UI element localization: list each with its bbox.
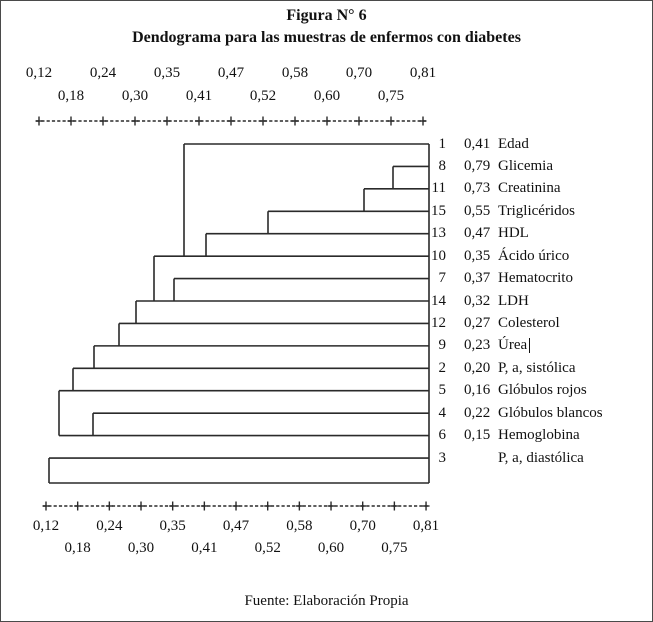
axis-tick-label: 0,30 <box>127 540 155 556</box>
leaf-variable-name: Triglicéridos <box>498 202 575 219</box>
leaf-variable-name: HDL <box>498 225 529 242</box>
axis-tick-label: 0,70 <box>349 518 376 534</box>
leaf-number: 5 <box>438 382 447 399</box>
leaf-row-10: 10 0,35 Ácido úrico <box>429 245 649 267</box>
leaf-similarity-value: 0,47 <box>464 225 491 242</box>
leaf-similarity-value: 0,55 <box>464 202 491 219</box>
leaf-row-8: 8 0,79 Glicemia <box>429 155 649 177</box>
axis-tick-label: 0,60 <box>313 88 341 104</box>
leaf-variable-name: Edad <box>498 135 529 152</box>
leaf-row-9: 9 0,23 Úrea <box>429 335 649 357</box>
leaf-similarity-value: 0,23 <box>464 337 491 354</box>
leaf-row-3: 3 P, a, diastólica <box>429 447 649 469</box>
leaf-similarity-value: 0,37 <box>464 270 491 287</box>
axis-tick-label: 0,52 <box>249 88 277 104</box>
axis-tick-label: 0,52 <box>254 540 281 556</box>
leaf-variable-name: P, a, diastólica <box>498 449 584 466</box>
leaf-similarity-value: 0,16 <box>464 382 491 399</box>
leaf-row-1: 1 0,41 Edad <box>429 133 649 155</box>
text-cursor <box>529 338 531 354</box>
leaf-number: 3 <box>438 449 447 466</box>
leaf-similarity-value: 0,15 <box>464 427 491 444</box>
axis-tick-label: 0,41 <box>191 540 218 556</box>
leaf-row-6: 6 0,15 Hemoglobina <box>429 425 649 447</box>
leaf-number: 4 <box>438 404 447 421</box>
leaf-similarity-value: 0,41 <box>464 135 491 152</box>
axis-tick-label: 0,47 <box>222 518 250 534</box>
leaf-number: 15 <box>431 202 446 219</box>
axis-tick-label: 0,81 <box>409 65 437 81</box>
leaf-variable-name: Creatinina <box>498 180 561 197</box>
figure-source: Fuente: Elaboración Propia <box>244 593 409 609</box>
leaf-number: 14 <box>431 292 446 309</box>
leaf-row-15: 15 0,55 Triglicéridos <box>429 200 649 222</box>
axis-tick-label: 0,35 <box>159 518 186 534</box>
leaf-row-14: 14 0,32 LDH <box>429 290 649 312</box>
leaf-variable-name: Ácido úrico <box>498 247 570 264</box>
leaf-number: 6 <box>438 427 447 444</box>
leaf-variable-name: Hemoglobina <box>498 427 580 444</box>
axis-tick-label: 0,35 <box>153 65 181 81</box>
axis-tick-label: 0,30 <box>121 88 149 104</box>
leaf-variable-name: LDH <box>498 292 529 309</box>
leaf-row-2: 2 0,20 P, a, sistólica <box>429 357 649 379</box>
axis-tick-label: 0,75 <box>381 540 408 556</box>
leaf-variable-name: Glóbulos rojos <box>498 382 587 399</box>
axis-tick-label: 0,18 <box>57 88 85 104</box>
leaf-variable-name: Colesterol <box>498 314 560 331</box>
leaf-row-7: 7 0,37 Hematocrito <box>429 268 649 290</box>
axis-tick-label: 0,75 <box>377 88 405 104</box>
leaf-number: 8 <box>438 157 447 174</box>
leaf-similarity-value: 0,20 <box>464 359 491 376</box>
axis-tick-label: 0,58 <box>281 65 309 81</box>
leaf-similarity-value: 0,32 <box>464 292 491 309</box>
leaf-number: 11 <box>431 180 446 197</box>
leaf-similarity-value: 0,27 <box>464 314 491 331</box>
leaf-number: 9 <box>438 337 447 354</box>
leaf-variable-name: Úrea <box>498 337 528 354</box>
leaf-number: 13 <box>431 225 446 242</box>
leaf-row-11: 11 0,73 Creatinina <box>429 178 649 200</box>
leaf-row-4: 4 0,22 Glóbulos blancos <box>429 402 649 424</box>
axis-tick-label: 0,58 <box>286 518 313 534</box>
leaf-variable-name: Glóbulos blancos <box>498 404 603 421</box>
leaf-variable-name: Hematocrito <box>498 270 573 287</box>
leaf-row-5: 5 0,16 Glóbulos rojos <box>429 380 649 402</box>
leaf-number: 12 <box>431 314 446 331</box>
leaf-row-12: 12 0,27 Colesterol <box>429 312 649 334</box>
leaf-variable-name: P, a, sistólica <box>498 359 576 376</box>
axis-tick-label: 0,60 <box>317 540 345 556</box>
axis-tick-label: 0,81 <box>412 518 440 534</box>
leaf-similarity-value: 0,22 <box>464 404 491 421</box>
leaf-number: 2 <box>438 359 447 376</box>
leaf-number: 7 <box>438 270 447 287</box>
axis-tick-label: 0,12 <box>25 65 53 81</box>
axis-tick-label: 0,12 <box>32 518 60 534</box>
figure-subtitle: Dendograma para las muestras de enfermos… <box>132 29 521 46</box>
leaf-similarity-value: 0,73 <box>464 180 491 197</box>
axis-tick-label: 0,18 <box>64 540 91 556</box>
leaf-row-13: 13 0,47 HDL <box>429 223 649 245</box>
axis-tick-label: 0,24 <box>89 65 117 81</box>
leaf-similarity-value: 0,79 <box>464 157 491 174</box>
axis-tick-label: 0,24 <box>96 518 123 534</box>
axis-tick-label: 0,70 <box>345 65 373 81</box>
leaf-similarity-value: 0,35 <box>464 247 491 264</box>
leaf-number: 10 <box>431 247 446 264</box>
leaf-number: 1 <box>438 135 447 152</box>
axis-tick-label: 0,41 <box>185 88 213 104</box>
leaf-variable-name: Glicemia <box>498 157 553 174</box>
figure-title: Figura N° 6 <box>286 7 367 24</box>
axis-tick-label: 0,47 <box>217 65 245 81</box>
